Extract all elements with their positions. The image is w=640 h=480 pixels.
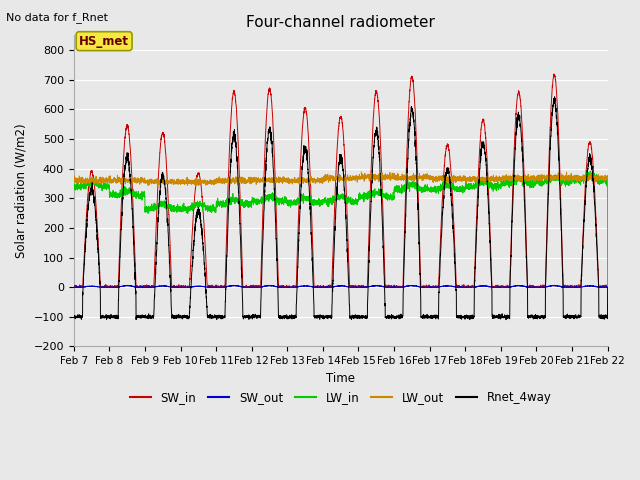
Legend: SW_in, SW_out, LW_in, LW_out, Rnet_4way: SW_in, SW_out, LW_in, LW_out, Rnet_4way xyxy=(125,386,556,409)
Text: No data for f_Rnet: No data for f_Rnet xyxy=(6,12,108,23)
X-axis label: Time: Time xyxy=(326,372,355,384)
Title: Four-channel radiometer: Four-channel radiometer xyxy=(246,15,435,30)
Y-axis label: Solar radiation (W/m2): Solar radiation (W/m2) xyxy=(15,123,28,258)
Text: HS_met: HS_met xyxy=(79,35,129,48)
